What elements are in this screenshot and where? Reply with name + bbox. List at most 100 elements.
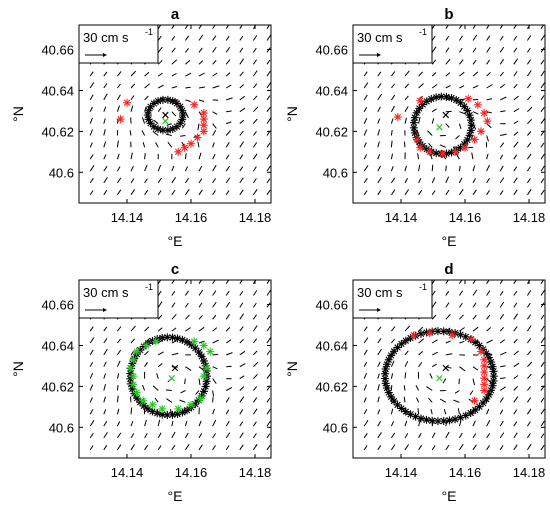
highlight-star [174,147,183,156]
velocity-arrow [418,338,425,344]
velocity-arrow [377,141,380,148]
velocity-arrow [116,444,122,451]
velocity-arrow [499,71,504,77]
highlight-star [187,139,195,148]
velocity-arrow [427,130,433,136]
velocity-arrow [499,190,504,196]
center-cross-marker [168,374,176,382]
eddy-boundary-star [387,392,396,401]
velocity-arrow [431,83,438,89]
velocity-arrow [472,420,476,427]
velocity-arrow [377,384,380,391]
velocity-arrow [459,327,465,332]
velocity-arrow [377,409,381,415]
velocity-arrow [404,444,410,451]
velocity-arrow [252,397,258,403]
velocity-arrow [377,165,381,172]
center-cross-marker [436,124,443,131]
highlight-star [180,143,189,152]
velocity-arrow [377,190,382,196]
velocity-arrow [363,142,367,148]
velocity-arrow [469,390,474,396]
velocity-arrow [166,123,172,126]
eddy-boundary-star [410,113,419,122]
eddy-boundary-star [422,415,431,424]
velocity-arrow [252,302,257,308]
velocity-arrow [195,390,200,395]
scale-legend-label: 30 cm s [357,285,403,300]
velocity-arrow [363,361,368,367]
axes-box [78,279,272,459]
velocity-arrow [526,290,532,296]
velocity-arrow [103,141,107,148]
velocity-arrow [171,280,175,284]
velocity-arrow [89,154,94,160]
inner-cross-marker [442,364,450,372]
velocity-arrow [198,25,203,29]
velocity-arrow [212,445,216,451]
velocity-arrow [185,366,192,372]
velocity-arrow [390,432,396,439]
x-axis-label: °E [168,233,183,249]
velocity-arrow [390,408,394,415]
eddy-boundary-star [201,382,210,391]
velocity-arrow [179,399,186,403]
velocity-arrow [252,178,257,184]
velocity-arrow [185,99,191,102]
velocity-arrow [527,131,532,136]
velocity-arrow [431,35,436,41]
axes-box [352,24,546,204]
highlight-star [464,94,473,103]
velocity-arrow [225,409,230,415]
eddy-boundary-star [471,406,480,415]
velocity-arrow [431,301,437,308]
velocity-arrow [472,59,477,65]
velocity-arrow [225,130,231,136]
eddy-boundary-star [482,395,491,404]
velocity-arrow [225,445,230,451]
velocity-arrow [157,419,161,427]
x-axis-label: °E [442,233,457,249]
velocity-arrow [157,177,162,184]
scale-legend-superscript: -1 [419,27,427,37]
velocity-arrow [391,83,395,89]
eddy-boundary-star [158,126,167,135]
velocity-arrow [472,34,478,41]
eddy-boundary-star [489,376,498,385]
velocity-arrow [116,349,122,356]
velocity-arrow [266,34,271,41]
center-cross-marker [162,117,169,125]
velocity-arrow [459,71,465,77]
velocity-arrow [184,302,189,308]
scale-arrow-head [103,308,107,312]
velocity-arrow [499,301,505,308]
velocity-arrow [103,326,108,332]
velocity-arrow [486,164,490,172]
velocity-arrow [239,177,244,184]
velocity-arrow [225,314,231,320]
velocity-arrow [403,396,406,403]
velocity-arrow [225,386,233,391]
velocity-arrow [486,153,489,160]
eddy-boundary-star [390,347,399,356]
velocity-arrow [363,106,368,112]
panel-b: b 14.14 14.16 14.18 40.6 40.62 40.64 40.66 °E °N 3… [284,6,546,249]
velocity-arrow [212,433,217,439]
eddy-boundary-star [432,149,441,158]
velocity-arrow [212,123,217,129]
velocity-arrow [197,141,200,148]
velocity-arrow [458,35,464,41]
velocity-arrow [266,178,271,184]
velocity-arrow [181,123,186,129]
highlight-star [470,135,479,144]
velocity-arrow [540,70,545,77]
velocity-arrow [429,154,433,160]
velocity-arrow [252,59,258,65]
eddy-boundary-star [475,341,484,350]
velocity-arrow [253,338,258,344]
highlight-star [461,143,469,152]
velocity-arrow [171,302,176,308]
velocity-arrow [212,85,220,89]
velocity-arrow [239,432,244,439]
velocity-arrow [500,133,507,136]
